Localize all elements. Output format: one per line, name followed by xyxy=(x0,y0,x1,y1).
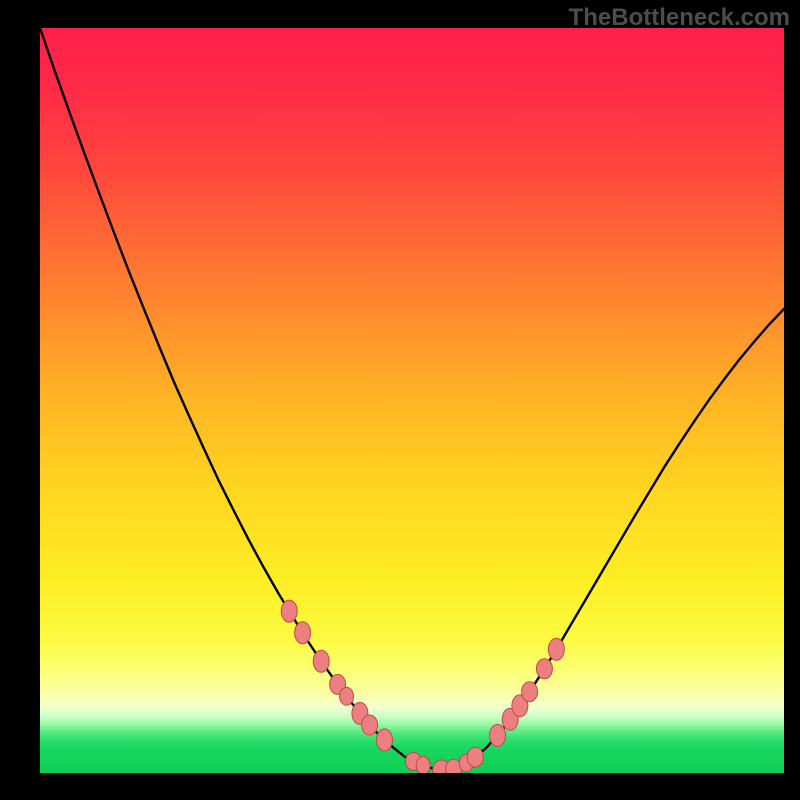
data-marker xyxy=(536,659,552,679)
data-marker xyxy=(416,757,430,773)
data-marker xyxy=(522,682,538,702)
data-marker xyxy=(490,724,506,746)
plot-area xyxy=(40,28,784,773)
watermark-text: TheBottleneck.com xyxy=(569,4,790,32)
bottleneck-curve xyxy=(40,28,784,770)
frame: TheBottleneck.com xyxy=(0,0,800,800)
data-marker xyxy=(295,622,311,644)
data-marker xyxy=(548,638,564,660)
data-marker xyxy=(340,687,354,705)
data-marker xyxy=(376,729,392,751)
data-marker xyxy=(281,600,297,622)
chart-svg xyxy=(40,28,784,773)
data-marker xyxy=(467,747,483,767)
data-marker xyxy=(313,650,329,672)
data-marker xyxy=(362,715,378,735)
marker-group xyxy=(281,600,564,773)
